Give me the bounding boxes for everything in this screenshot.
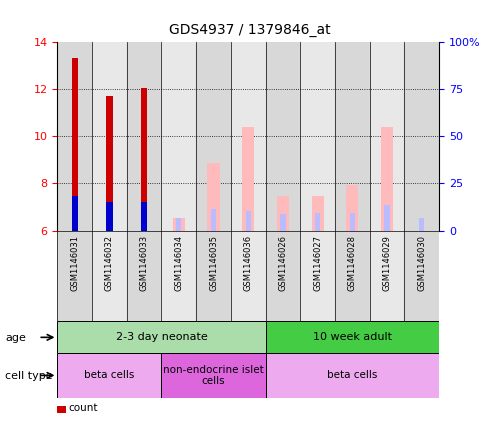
- Text: GSM1146031: GSM1146031: [70, 235, 79, 291]
- Bar: [370, 42, 404, 231]
- Text: GSM1146030: GSM1146030: [417, 235, 426, 291]
- Bar: [141, 88, 147, 231]
- FancyBboxPatch shape: [265, 353, 439, 398]
- Bar: [162, 42, 196, 231]
- Text: cell type: cell type: [5, 371, 52, 381]
- Bar: [208, 163, 220, 231]
- Text: 2-3 day neonate: 2-3 day neonate: [116, 332, 208, 342]
- Bar: [246, 211, 251, 231]
- Text: GSM1146036: GSM1146036: [244, 235, 253, 291]
- Text: beta cells: beta cells: [84, 371, 135, 380]
- Bar: [162, 231, 196, 321]
- FancyBboxPatch shape: [57, 321, 265, 353]
- Bar: [370, 231, 404, 321]
- Text: beta cells: beta cells: [327, 371, 378, 380]
- Bar: [106, 202, 113, 231]
- FancyBboxPatch shape: [57, 353, 162, 398]
- Bar: [127, 231, 162, 321]
- Bar: [384, 205, 390, 231]
- Text: count: count: [68, 403, 97, 413]
- Bar: [92, 231, 127, 321]
- Text: GSM1146029: GSM1146029: [383, 235, 392, 291]
- Text: GSM1146033: GSM1146033: [140, 235, 149, 291]
- Bar: [231, 42, 265, 231]
- Bar: [196, 231, 231, 321]
- Bar: [242, 127, 254, 231]
- Bar: [404, 231, 439, 321]
- Bar: [57, 42, 92, 231]
- Bar: [265, 42, 300, 231]
- Bar: [72, 58, 78, 231]
- Bar: [141, 202, 147, 231]
- Bar: [350, 213, 355, 231]
- Bar: [335, 42, 370, 231]
- Text: GSM1146028: GSM1146028: [348, 235, 357, 291]
- Bar: [300, 231, 335, 321]
- Bar: [211, 209, 216, 231]
- Bar: [346, 185, 358, 231]
- Bar: [315, 213, 320, 231]
- Bar: [277, 196, 289, 231]
- Text: GSM1146034: GSM1146034: [174, 235, 183, 291]
- Text: GSM1146026: GSM1146026: [278, 235, 287, 291]
- Bar: [300, 42, 335, 231]
- Bar: [173, 217, 185, 231]
- Text: GDS4937 / 1379846_at: GDS4937 / 1379846_at: [169, 23, 330, 37]
- Bar: [92, 42, 127, 231]
- Bar: [381, 127, 393, 231]
- Bar: [419, 217, 424, 231]
- Bar: [57, 231, 92, 321]
- Bar: [196, 42, 231, 231]
- Text: GSM1146027: GSM1146027: [313, 235, 322, 291]
- Text: non-endocrine islet
cells: non-endocrine islet cells: [163, 365, 264, 386]
- Bar: [176, 217, 182, 231]
- Bar: [335, 231, 370, 321]
- Bar: [127, 42, 162, 231]
- Bar: [106, 96, 113, 231]
- Bar: [404, 42, 439, 231]
- Text: age: age: [5, 332, 26, 343]
- FancyBboxPatch shape: [265, 321, 439, 353]
- Text: GSM1146032: GSM1146032: [105, 235, 114, 291]
- Bar: [231, 231, 265, 321]
- Bar: [72, 196, 78, 231]
- Text: GSM1146035: GSM1146035: [209, 235, 218, 291]
- Bar: [311, 196, 324, 231]
- FancyBboxPatch shape: [162, 353, 265, 398]
- Bar: [265, 231, 300, 321]
- Bar: [280, 214, 285, 231]
- Text: 10 week adult: 10 week adult: [313, 332, 392, 342]
